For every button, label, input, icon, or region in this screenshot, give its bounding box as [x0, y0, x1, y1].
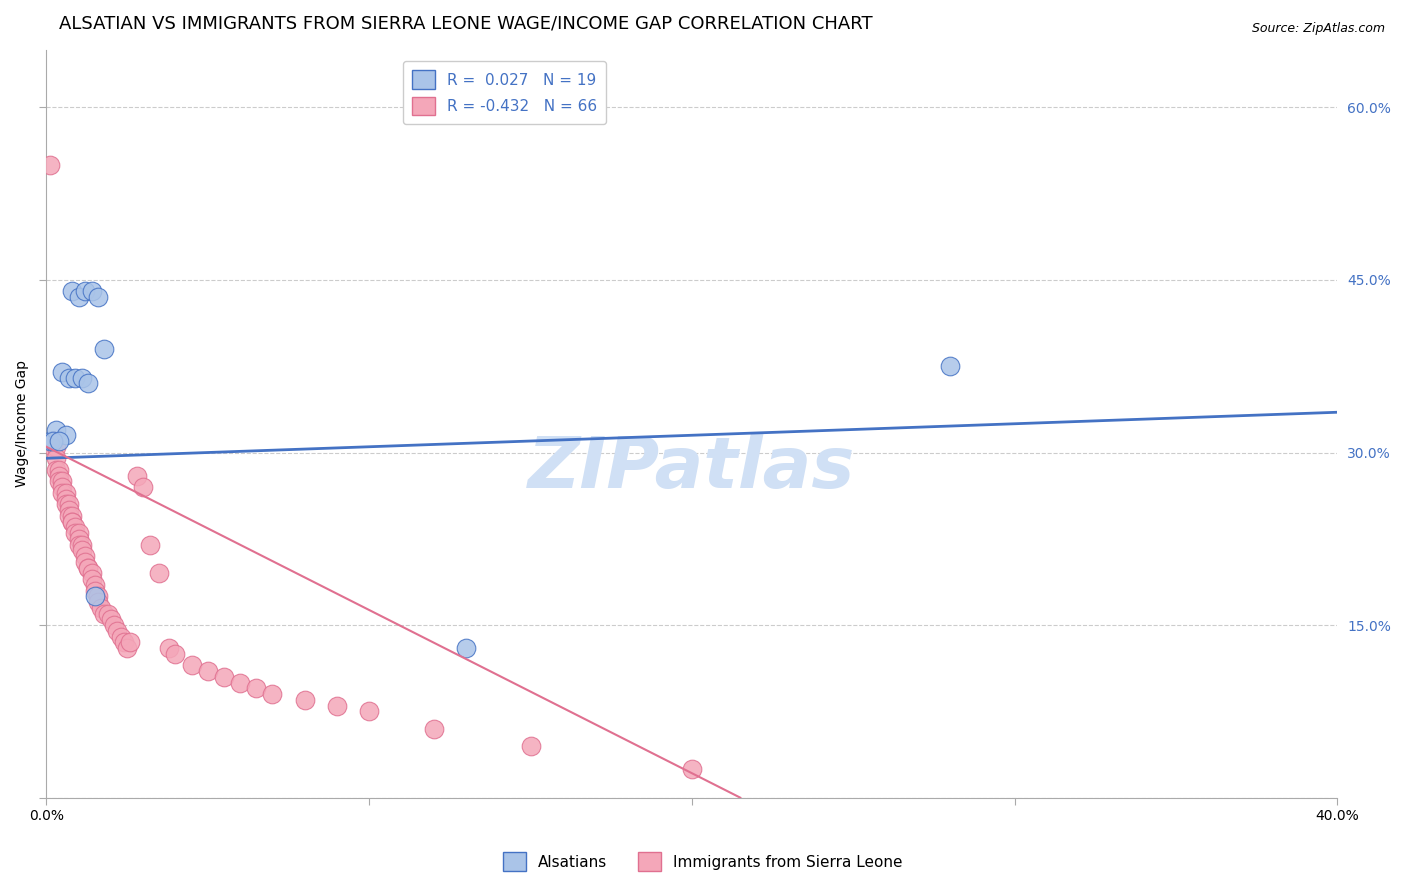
Point [65, 526, 87, 541]
Point [422, 722, 444, 736]
Point [51, 475, 73, 489]
Legend: R =  0.027   N = 19, R = -0.432   N = 66: R = 0.027 N = 19, R = -0.432 N = 66 [404, 62, 606, 125]
Point [157, 641, 180, 656]
Point [100, 612, 122, 626]
Point [65, 370, 87, 384]
Point [75, 285, 97, 299]
Point [103, 618, 125, 632]
Point [454, 641, 477, 656]
Point [80, 572, 103, 586]
Point [112, 635, 135, 649]
Point [87, 590, 110, 604]
Point [58, 508, 80, 523]
Point [229, 675, 252, 690]
Point [67, 526, 90, 541]
Point [65, 520, 87, 534]
Point [55, 428, 77, 442]
Point [80, 285, 103, 299]
Point [55, 491, 77, 506]
Point [48, 434, 70, 448]
Point [93, 607, 115, 621]
Point [45, 440, 67, 454]
Point [70, 543, 93, 558]
Point [77, 560, 100, 574]
Point [38, 434, 60, 448]
Point [83, 583, 105, 598]
Point [75, 549, 97, 563]
Point [681, 762, 703, 776]
Point [90, 600, 112, 615]
Point [115, 641, 138, 656]
Text: Source: ZipAtlas.com: Source: ZipAtlas.com [1251, 22, 1385, 36]
Point [67, 537, 90, 551]
Point [67, 532, 90, 546]
Point [60, 285, 83, 299]
Point [77, 560, 100, 574]
Text: ALSATIAN VS IMMIGRANTS FROM SIERRA LEONE WAGE/INCOME GAP CORRELATION CHART: ALSATIAN VS IMMIGRANTS FROM SIERRA LEONE… [59, 15, 873, 33]
Point [67, 290, 90, 304]
Y-axis label: Wage/Income Gap: Wage/Income Gap [15, 360, 30, 487]
Point [359, 705, 381, 719]
Point [60, 515, 83, 529]
Point [75, 555, 97, 569]
Point [51, 480, 73, 494]
Point [42, 434, 65, 448]
Point [51, 365, 73, 379]
Point [132, 480, 155, 494]
Point [180, 658, 202, 673]
Point [51, 485, 73, 500]
Point [42, 440, 65, 454]
Point [519, 739, 541, 753]
Point [110, 630, 132, 644]
Legend: Alsatians, Immigrants from Sierra Leone: Alsatians, Immigrants from Sierra Leone [498, 847, 908, 877]
Point [58, 370, 80, 384]
Point [42, 434, 65, 448]
Point [262, 687, 284, 701]
Point [55, 497, 77, 511]
Point [93, 342, 115, 356]
Text: ZIPatlas: ZIPatlas [529, 434, 856, 503]
Point [148, 566, 170, 581]
Point [197, 664, 219, 678]
Point [125, 468, 148, 483]
Point [83, 578, 105, 592]
Point [97, 607, 120, 621]
Point [48, 463, 70, 477]
Point [60, 515, 83, 529]
Point [87, 290, 110, 304]
Point [138, 537, 160, 551]
Point [55, 485, 77, 500]
Point [326, 698, 349, 713]
Point [48, 468, 70, 483]
Point [83, 590, 105, 604]
Point [45, 451, 67, 466]
Point [58, 503, 80, 517]
Point [294, 693, 316, 707]
Point [48, 475, 70, 489]
Point [70, 370, 93, 384]
Point [212, 670, 235, 684]
Point [70, 537, 93, 551]
Point [45, 463, 67, 477]
Point [60, 508, 83, 523]
Point [120, 635, 142, 649]
Point [87, 595, 110, 609]
Point [80, 566, 103, 581]
Point [105, 624, 128, 638]
Point [77, 376, 100, 391]
Point [939, 359, 962, 374]
Point [45, 423, 67, 437]
Point [38, 158, 60, 172]
Point [245, 681, 267, 696]
Point [165, 647, 187, 661]
Point [58, 497, 80, 511]
